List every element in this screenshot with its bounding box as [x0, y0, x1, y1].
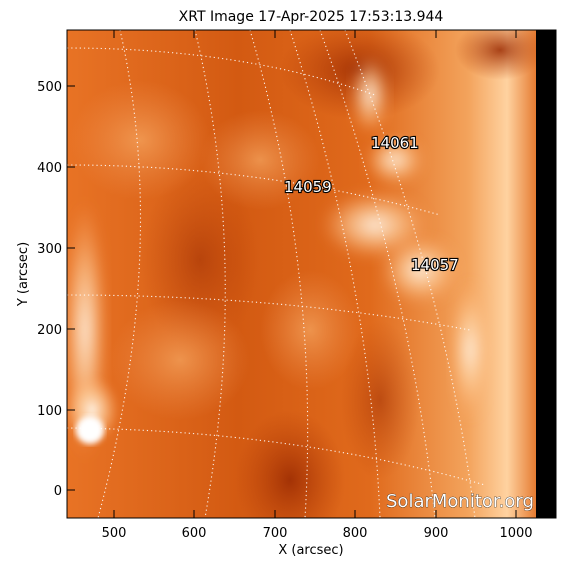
heliographic-grid: [67, 30, 486, 518]
y-tick-label: 300: [37, 242, 62, 257]
plot-frame: [66, 29, 557, 519]
x-tick-label: 800: [343, 526, 368, 541]
x-tick-label: 600: [182, 526, 207, 541]
y-axis-title: Y (arcsec): [16, 242, 31, 307]
x-axis-title: X (arcsec): [278, 543, 343, 558]
y-tick-label: 400: [37, 161, 62, 176]
solar-xray-image: 14061 14059 14057 SolarMonitor.org: [67, 30, 556, 518]
x-axis-ticks: [113, 30, 517, 518]
y-tick-label: 100: [37, 404, 62, 419]
y-tick-label: 200: [37, 323, 62, 338]
y-axis-ticks: [67, 85, 75, 491]
x-tick-labels: 500 600 700 800 900 1000: [102, 526, 533, 541]
active-region-label: 14061: [371, 134, 419, 152]
x-tick-label: 1000: [499, 526, 532, 541]
y-tick-label: 0: [54, 484, 62, 499]
x-tick-label: 900: [424, 526, 449, 541]
y-tick-label: 500: [37, 80, 62, 95]
active-region-label: 14059: [284, 178, 332, 196]
watermark-logo: SolarMonitor.org: [386, 491, 534, 512]
active-region-label: 14057: [411, 256, 459, 274]
plot-title: XRT Image 17-Apr-2025 17:53:13.944: [179, 9, 444, 25]
x-tick-label: 500: [102, 526, 127, 541]
x-tick-label: 700: [263, 526, 288, 541]
y-tick-labels: 0 100 200 300 400 500: [37, 80, 62, 499]
